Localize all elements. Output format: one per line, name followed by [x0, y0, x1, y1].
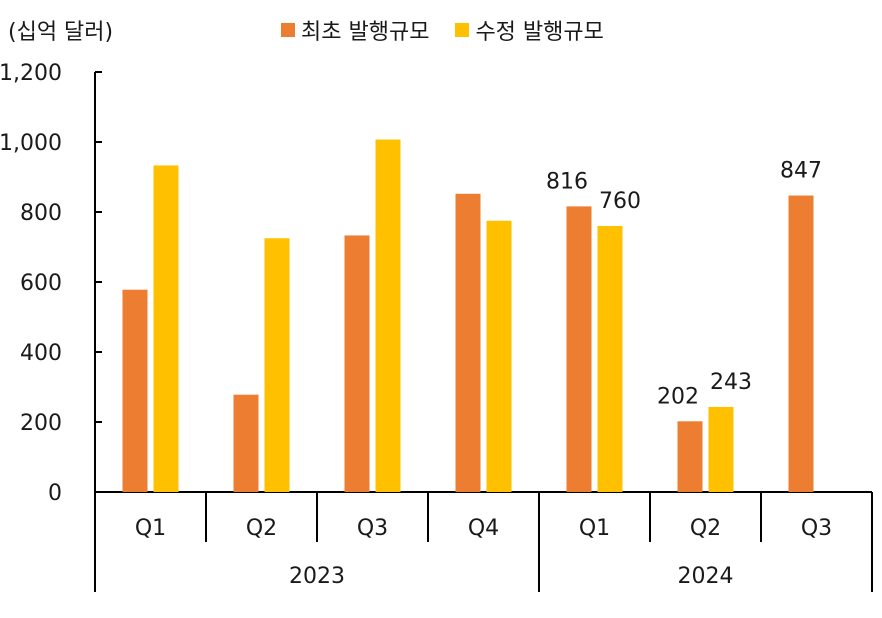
bar-revised: [486, 220, 512, 492]
bar-revised: [597, 226, 623, 492]
y-tick-label: 0: [48, 481, 62, 506]
bar-initial: [455, 193, 481, 493]
x-tick-label: Q2: [690, 516, 721, 541]
data-label: 243: [710, 370, 752, 395]
y-tick-label: 1,000: [0, 131, 62, 156]
bar-initial: [677, 421, 703, 492]
y-tick-label: 400: [20, 341, 62, 366]
legend-label-revised: 수정 발행규모: [475, 20, 604, 45]
bar-revised: [264, 238, 290, 492]
data-label: 847: [780, 159, 822, 184]
x-tick-label: Q3: [357, 516, 388, 541]
x-group-label: 2024: [678, 564, 734, 589]
x-tick-label: Q2: [246, 516, 277, 541]
bar-initial: [122, 289, 148, 492]
data-label: 202: [657, 384, 699, 409]
x-tick-label: Q4: [468, 516, 499, 541]
y-tick-label: 1,200: [0, 61, 62, 86]
x-tick-label: Q1: [579, 516, 610, 541]
y-unit-label: (십억 달러): [8, 20, 114, 45]
bar-initial: [788, 195, 814, 493]
legend-swatch-initial: [281, 23, 295, 37]
data-label: 760: [599, 189, 641, 214]
bar-initial: [344, 235, 370, 492]
bar-revised: [708, 406, 734, 492]
x-tick-label: Q1: [135, 516, 166, 541]
bar-initial: [566, 206, 592, 492]
y-tick-label: 200: [20, 411, 62, 436]
y-tick-label: 600: [20, 271, 62, 296]
data-label: 816: [546, 169, 588, 194]
x-tick-label: Q3: [801, 516, 832, 541]
x-group-label: 2023: [289, 564, 345, 589]
legend-item-revised: 수정 발행규모: [455, 14, 604, 46]
bar-initial: [233, 394, 259, 492]
legend: 최초 발행규모 수정 발행규모: [281, 14, 630, 46]
legend-label-initial: 최초 발행규모: [301, 20, 430, 45]
bar-revised: [153, 165, 179, 492]
legend-item-initial: 최초 발행규모: [281, 14, 429, 46]
y-tick-label: 800: [20, 201, 62, 226]
bar-revised: [375, 139, 401, 493]
legend-swatch-revised: [455, 23, 470, 37]
